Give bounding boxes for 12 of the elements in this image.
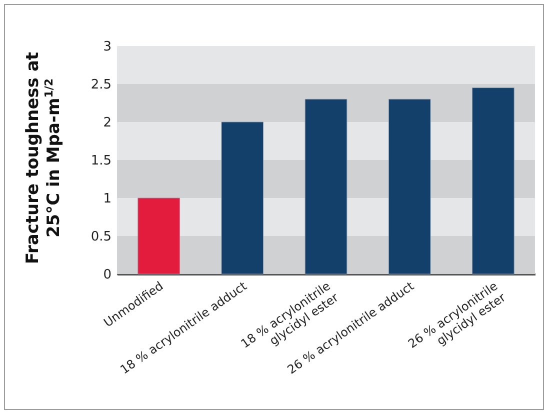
- y-tick-label: 2.5: [90, 78, 112, 92]
- y-tick-label: 0: [103, 268, 112, 282]
- y-tick-label: 0.5: [90, 230, 112, 244]
- y-tick-label: 3: [103, 40, 112, 54]
- y-tick-label: 2: [103, 116, 112, 130]
- bar: [304, 98, 348, 274]
- bar: [472, 88, 514, 274]
- y-tick-label: 1.5: [90, 154, 112, 168]
- bar: [221, 122, 264, 274]
- y-tick-label: 1: [103, 192, 112, 206]
- bar: [138, 198, 180, 274]
- bar: [388, 98, 431, 274]
